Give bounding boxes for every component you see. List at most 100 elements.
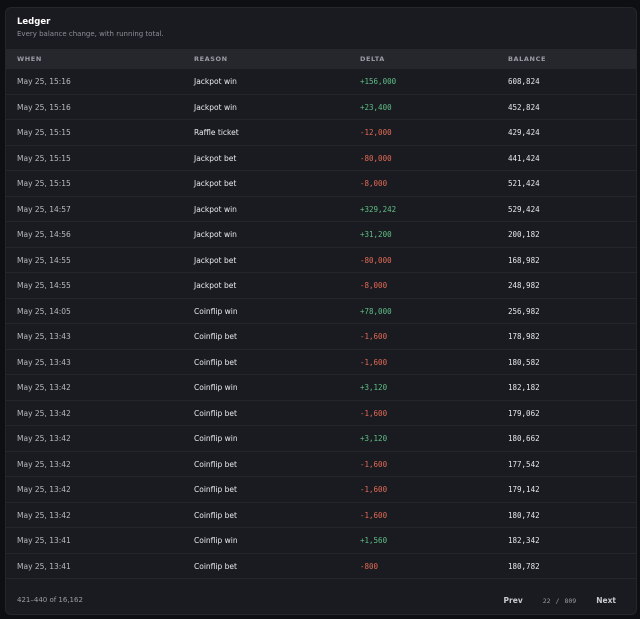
cell-balance: 168,982 — [508, 255, 540, 265]
cell-when: May 25, 15:15 — [17, 179, 71, 188]
table-row: May 25, 14:55 Jackpot bet -8,000 248,982 — [6, 273, 636, 299]
cell-reason: Raffle ticket — [194, 128, 239, 137]
cell-when: May 25, 13:42 — [17, 459, 71, 469]
table-row: May 25, 13:42 Coinflip bet -1,600 179,142 — [6, 477, 636, 503]
cell-when: May 25, 15:15 — [17, 128, 71, 137]
table-row: May 25, 13:42 Coinflip win +3,120 182,182 — [6, 375, 636, 401]
ledger-title: Ledger — [17, 17, 51, 27]
column-header-balance: BALANCE — [508, 55, 547, 63]
cell-when: May 25, 13:42 — [17, 408, 71, 418]
cell-reason: Jackpot win — [194, 77, 237, 86]
cell-delta: -1,600 — [360, 357, 388, 367]
cell-reason: Jackpot bet — [194, 255, 237, 265]
column-header-reason: REASON — [194, 55, 228, 63]
cell-balance: 521,424 — [508, 179, 540, 188]
cell-balance: 180,582 — [508, 357, 540, 367]
cell-reason: Jackpot bet — [194, 153, 237, 163]
cell-when: May 25, 13:43 — [17, 357, 71, 367]
cell-reason: Coinflip bet — [194, 485, 237, 494]
cell-balance: 180,782 — [508, 561, 540, 571]
page-current: 22 — [542, 596, 551, 605]
cell-when: May 25, 14:55 — [17, 255, 71, 265]
cell-balance: 608,824 — [508, 77, 540, 86]
cell-reason: Coinflip win — [194, 536, 238, 545]
cell-delta: +156,000 — [360, 77, 397, 86]
cell-balance: 182,342 — [508, 536, 540, 545]
next-page-button[interactable]: Next — [590, 594, 622, 607]
cell-when: May 25, 13:41 — [17, 561, 71, 571]
table-row: May 25, 13:41 Coinflip win +1,560 182,342 — [6, 528, 636, 554]
table-row: May 25, 14:57 Jackpot win +329,242 529,424 — [6, 197, 636, 222]
cell-delta: -1,600 — [360, 459, 388, 469]
cell-delta: -1,600 — [360, 510, 388, 520]
cell-when: May 25, 15:16 — [17, 102, 71, 112]
table-row: May 25, 15:15 Jackpot bet -8,000 521,424 — [6, 171, 636, 197]
cell-delta: +23,400 — [360, 102, 392, 112]
table-footer: 421–440 of 16,162 Prev 22 / 809 Next — [6, 585, 636, 614]
cell-when: May 25, 14:55 — [17, 281, 71, 290]
cell-when: May 25, 13:42 — [17, 510, 71, 520]
page-indicator: 22 / 809 — [543, 597, 577, 605]
cell-delta: -1,600 — [360, 408, 388, 418]
cell-delta: +3,120 — [360, 383, 388, 392]
cell-reason: Coinflip bet — [194, 332, 237, 341]
table-row: May 25, 13:43 Coinflip bet -1,600 180,582 — [6, 350, 636, 375]
cell-reason: Coinflip bet — [194, 510, 237, 520]
cell-balance: 256,982 — [508, 306, 540, 316]
cell-delta: +329,242 — [360, 204, 397, 214]
cell-delta: -1,600 — [360, 332, 388, 341]
table-row: May 25, 14:56 Jackpot win +31,200 200,182 — [6, 222, 636, 248]
cell-when: May 25, 13:41 — [17, 536, 71, 545]
cell-delta: -80,000 — [360, 255, 392, 265]
cell-reason: Coinflip win — [194, 383, 238, 392]
column-header-when: WHEN — [17, 55, 42, 63]
cell-delta: +78,000 — [360, 306, 392, 316]
table-row: May 25, 14:05 Coinflip win +78,000 256,982 — [6, 299, 636, 324]
cell-balance: 179,142 — [508, 485, 540, 494]
cell-when: May 25, 13:42 — [17, 485, 71, 494]
cell-balance: 182,182 — [508, 383, 540, 392]
table-row: May 25, 13:42 Coinflip win +3,120 180,662 — [6, 426, 636, 452]
cell-delta: +1,560 — [360, 536, 388, 545]
cell-delta: -12,000 — [360, 128, 392, 137]
cell-balance: 441,424 — [508, 153, 540, 163]
table-row: May 25, 13:42 Coinflip bet -1,600 179,062 — [6, 401, 636, 426]
pagination: Prev 22 / 809 Next — [498, 594, 622, 607]
cell-balance: 179,062 — [508, 408, 540, 418]
cell-when: May 25, 15:15 — [17, 153, 71, 163]
cell-delta: -800 — [360, 561, 379, 571]
cell-delta: +31,200 — [360, 230, 392, 239]
cell-reason: Jackpot win — [194, 230, 237, 239]
cell-reason: Jackpot bet — [194, 281, 237, 290]
table-row: May 25, 13:41 Coinflip bet -800 180,782 — [6, 554, 636, 579]
cell-balance: 180,742 — [508, 510, 540, 520]
cell-when: May 25, 14:56 — [17, 230, 71, 239]
table-row: May 25, 15:16 Jackpot win +156,000 608,824 — [6, 69, 636, 95]
ledger-header: Ledger Every balance change, with runnin… — [6, 8, 636, 48]
cell-when: May 25, 14:05 — [17, 306, 71, 316]
row-range-text: 421–440 of 16,162 — [17, 596, 83, 604]
page-separator: / — [555, 596, 560, 605]
page-total: 809 — [564, 596, 577, 605]
cell-balance: 177,542 — [508, 459, 540, 469]
table-header: WHEN REASON DELTA BALANCE — [6, 49, 636, 69]
cell-balance: 200,182 — [508, 230, 540, 239]
cell-balance: 248,982 — [508, 281, 540, 290]
cell-reason: Coinflip bet — [194, 459, 237, 469]
prev-page-button[interactable]: Prev — [498, 594, 529, 607]
cell-reason: Jackpot win — [194, 204, 237, 214]
cell-delta: -1,600 — [360, 485, 388, 494]
cell-delta: -8,000 — [360, 281, 388, 290]
cell-reason: Coinflip bet — [194, 408, 237, 418]
ledger-panel: Ledger Every balance change, with runnin… — [5, 7, 637, 615]
table-body: May 25, 15:16 Jackpot win +156,000 608,824 M… — [6, 69, 636, 579]
table-row: May 25, 15:15 Jackpot bet -80,000 441,424 — [6, 146, 636, 171]
cell-balance: 178,982 — [508, 332, 540, 341]
cell-reason: Coinflip win — [194, 434, 238, 443]
table-row: May 25, 14:55 Jackpot bet -80,000 168,982 — [6, 248, 636, 273]
cell-when: May 25, 14:57 — [17, 204, 71, 214]
cell-balance: 529,424 — [508, 204, 540, 214]
cell-reason: Coinflip bet — [194, 561, 237, 571]
table-row: May 25, 13:42 Coinflip bet -1,600 177,542 — [6, 452, 636, 477]
cell-balance: 180,662 — [508, 434, 540, 443]
